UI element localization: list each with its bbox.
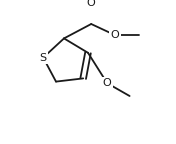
Text: S: S bbox=[40, 53, 47, 63]
Text: O: O bbox=[111, 30, 120, 40]
Text: O: O bbox=[87, 0, 96, 8]
Text: O: O bbox=[103, 78, 112, 88]
